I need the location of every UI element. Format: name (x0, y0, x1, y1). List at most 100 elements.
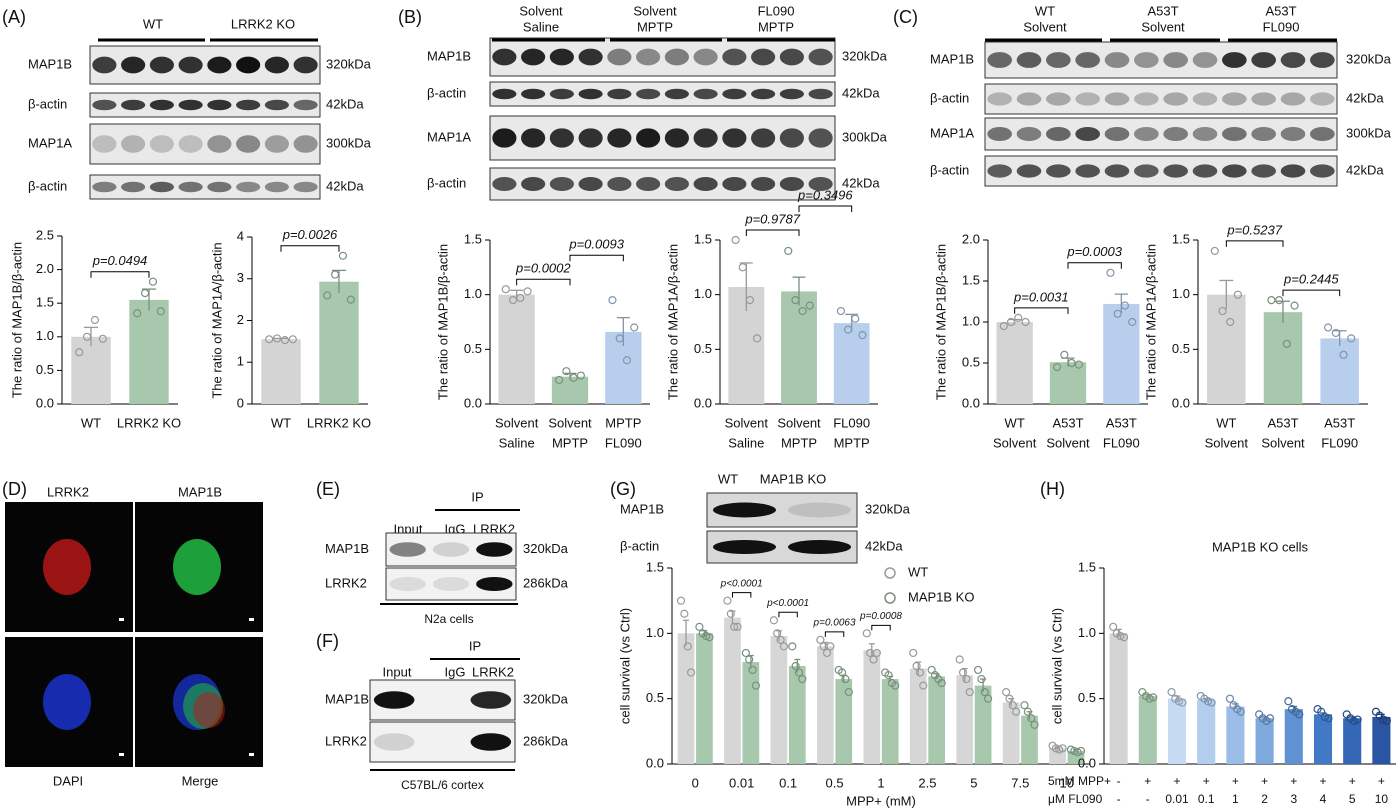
blot-protein-label: MAP1B (325, 691, 369, 706)
data-point (791, 661, 800, 671)
bar (1167, 698, 1187, 764)
sig-bracket (871, 624, 891, 631)
data-point (1295, 710, 1304, 719)
data-point (686, 668, 696, 677)
blot-band (264, 135, 289, 153)
blot-band (751, 176, 776, 192)
blot-protein-label: MAP1A (427, 129, 471, 144)
blot-band (1075, 164, 1100, 178)
blot-band (779, 88, 804, 100)
blot-band (178, 56, 203, 74)
data-point (745, 296, 755, 305)
bar (724, 617, 741, 764)
data-point (1174, 697, 1183, 706)
y-tick-label: 1.0 (962, 313, 980, 328)
x-axis-label: MPP+ (mM) (846, 793, 916, 808)
condition-mark: 3 (1290, 792, 1297, 806)
data-point (1233, 290, 1242, 299)
blot-band (578, 176, 603, 192)
bar (956, 675, 974, 764)
bar (835, 679, 853, 764)
blot-band (1163, 92, 1188, 106)
data-point (955, 655, 964, 664)
blot-size-label: 42kDa (1346, 162, 1384, 177)
bar (1207, 294, 1246, 404)
y-tick-label: 1.0 (464, 286, 482, 301)
data-point (816, 635, 825, 644)
bar (1343, 718, 1362, 764)
bar (71, 336, 111, 404)
x-tick-label: A53T (1052, 415, 1083, 430)
blot-band (470, 691, 512, 709)
y-axis-label: The ratio of MAP1A/β-actin (1143, 244, 1158, 400)
data-point (346, 295, 355, 304)
blot-protein-label: β-actin (427, 85, 466, 100)
blot-band (1251, 92, 1276, 106)
y-tick-label: 0.5 (962, 354, 980, 369)
panel-label: (B) (398, 7, 422, 27)
bar (1226, 706, 1245, 764)
blot-band (808, 176, 833, 192)
data-point (1284, 697, 1293, 706)
data-point (323, 291, 332, 300)
data-point (1347, 334, 1356, 343)
x-tick-label: Saline (728, 435, 764, 450)
blot-band (1310, 164, 1335, 178)
blot-protein-label: LRRK2 (325, 575, 367, 590)
data-point (630, 323, 639, 332)
y-tick-label: 0.5 (464, 341, 482, 356)
y-tick-label: 1.5 (1172, 231, 1190, 246)
blot-band (808, 48, 833, 66)
panel-label: (F) (316, 631, 339, 651)
bar (1049, 748, 1066, 764)
blot (984, 83, 1338, 115)
sig-label: p=0.9787 (744, 211, 800, 226)
blot-protein-label: MAP1B (427, 48, 471, 63)
bar (1103, 303, 1140, 404)
data-point (884, 671, 893, 680)
data-point (1203, 697, 1213, 706)
blot-protein-label: MAP1B (28, 56, 72, 71)
blot-band (1222, 164, 1247, 178)
y-tick-label: 0.5 (1078, 690, 1096, 705)
lane-label: IgG (445, 664, 466, 679)
data-point (695, 622, 704, 631)
data-point (776, 635, 785, 644)
data-point (622, 356, 632, 365)
blot-band (1310, 126, 1335, 142)
data-point (1320, 712, 1329, 722)
data-point (501, 285, 510, 294)
blot-band (578, 48, 603, 66)
blot-band (1310, 52, 1335, 68)
blot-protein-label: MAP1B (620, 501, 664, 516)
data-point (1116, 631, 1125, 641)
blot-protein-label: β-actin (427, 175, 466, 190)
blot-band (293, 99, 318, 111)
blot-band (1192, 52, 1218, 68)
y-tick-label: 1.5 (694, 231, 712, 246)
blot-band (693, 88, 718, 100)
blot-protein-label: β-actin (930, 90, 969, 105)
bar (770, 635, 788, 764)
y-tick-label: 1.5 (464, 231, 482, 246)
data-point (915, 668, 925, 677)
blot-band (987, 164, 1012, 178)
image-label: DAPI (53, 773, 83, 788)
blot-band (1016, 164, 1042, 178)
data-point (676, 596, 686, 605)
data-point (844, 688, 853, 697)
x-tick-label: FL090 (1321, 435, 1358, 450)
blot-band (808, 128, 833, 148)
blot-size-label: 42kDa (326, 178, 364, 193)
x-tick-label: FL090 (833, 415, 870, 430)
condition-mark: + (1319, 774, 1326, 788)
blot-band (264, 99, 289, 111)
y-tick-label: 4 (237, 228, 244, 243)
y-tick-label: 1.5 (36, 295, 54, 310)
sig-label: p<0.0001 (766, 598, 809, 609)
y-tick-label: 0.5 (36, 362, 54, 377)
y-axis-label: cell survival (vs Ctrl) (617, 608, 632, 724)
blot (489, 37, 836, 77)
blot-band (149, 99, 174, 111)
blot-band (1163, 126, 1188, 142)
